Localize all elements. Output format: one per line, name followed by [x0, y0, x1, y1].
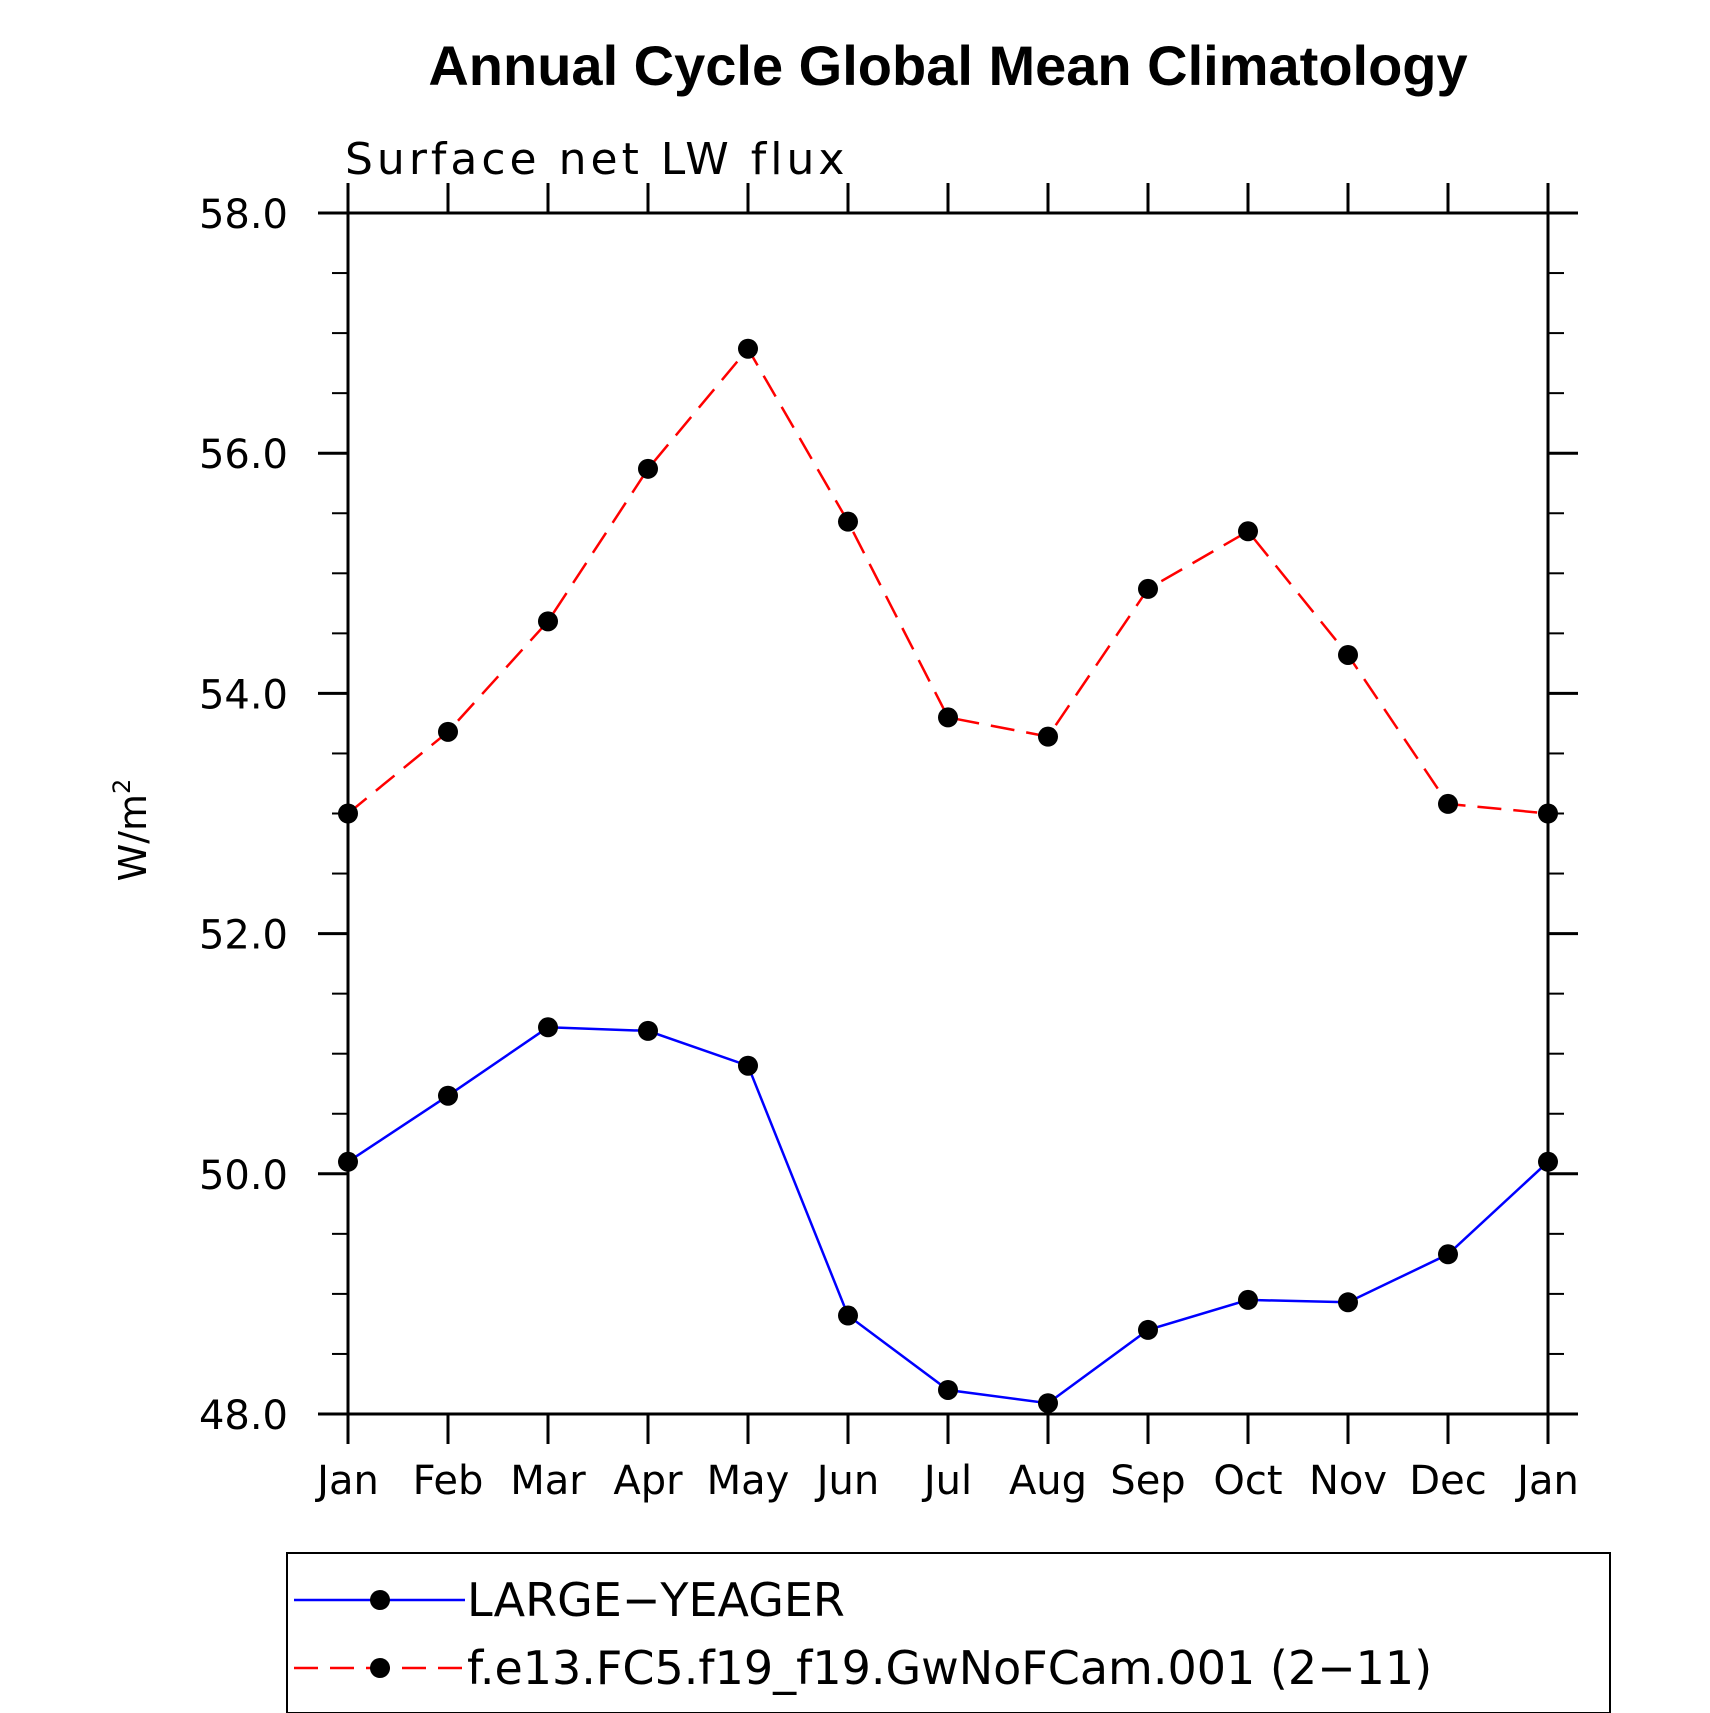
legend-entry: LARGE−YEAGER	[294, 1573, 845, 1627]
x-tick-label: Jan	[1514, 1458, 1579, 1504]
data-point	[538, 1017, 558, 1038]
data-point	[738, 338, 758, 359]
data-point	[338, 803, 358, 824]
data-point	[1038, 726, 1058, 747]
data-point	[638, 1020, 658, 1041]
chart-subtitle: Surface net LW flux	[345, 134, 848, 185]
chart-title: Annual Cycle Global Mean Climatology	[428, 34, 1467, 97]
legend: LARGE−YEAGER f.e13.FC5.f19_f19.GwNoFCam.0…	[286, 1552, 1611, 1713]
data-point	[1338, 1292, 1358, 1313]
data-point	[1338, 644, 1358, 665]
y-tick-label: 52.0	[199, 913, 288, 959]
series-1	[338, 1017, 1558, 1414]
y-tick-label: 54.0	[199, 672, 288, 718]
data-point	[338, 1151, 358, 1172]
series-layer	[338, 338, 1558, 1414]
data-point	[738, 1055, 758, 1076]
x-tick-label: Jul	[921, 1458, 972, 1504]
series-2	[338, 338, 1558, 824]
data-point	[1438, 1244, 1458, 1265]
data-point	[1238, 521, 1258, 542]
legend-label: f.e13.FC5.f19_f19.GwNoFCam.001 (2−11)	[467, 1641, 1432, 1695]
x-tick-label: Dec	[1409, 1458, 1486, 1504]
y-axis-label: W/m2	[108, 779, 155, 882]
legend-marker	[370, 1590, 390, 1610]
y-tick-labels: 48.0 50.0 52.0 54.0 56.0 58.0	[199, 192, 288, 1439]
legend-entries: LARGE−YEAGER f.e13.FC5.f19_f19.GwNoFCam.0…	[294, 1573, 1432, 1695]
data-point	[438, 1085, 458, 1106]
y-tick-label: 56.0	[199, 432, 288, 478]
x-tick-label: Oct	[1213, 1458, 1282, 1504]
data-point	[638, 458, 658, 479]
data-point	[938, 707, 958, 728]
x-tick-label: Sep	[1110, 1458, 1185, 1504]
y-tick-label: 58.0	[199, 192, 288, 238]
x-tick-label: Aug	[1009, 1458, 1087, 1504]
x-tick-label: Jun	[814, 1458, 880, 1504]
x-tick-label: May	[707, 1458, 790, 1504]
x-tick-labels: Jan Feb Mar Apr May Jun Jul Aug Sep Oct Nov Dec Jan	[314, 1458, 1579, 1504]
data-point	[1138, 578, 1158, 599]
x-tick-label: Jan	[314, 1458, 379, 1504]
y-tick-label: 48.0	[199, 1393, 288, 1439]
data-point	[1138, 1319, 1158, 1340]
legend-marker	[370, 1658, 390, 1678]
series-line	[347, 346, 1549, 815]
data-point	[1538, 803, 1558, 824]
y-tick-label: 50.0	[199, 1153, 288, 1199]
x-tick-label: Feb	[413, 1458, 484, 1504]
y-axis-label-text: W/m	[111, 794, 155, 881]
x-tick-label: Nov	[1309, 1458, 1387, 1504]
data-point	[1238, 1289, 1258, 1310]
data-point	[838, 1305, 858, 1326]
data-point	[438, 721, 458, 742]
legend-label: LARGE−YEAGER	[467, 1573, 845, 1627]
series-line	[347, 1026, 1549, 1405]
x-tick-label: Mar	[510, 1458, 586, 1504]
legend-entry: f.e13.FC5.f19_f19.GwNoFCam.001 (2−11)	[294, 1641, 1432, 1695]
axis-ticks	[318, 183, 1578, 1444]
data-point	[1538, 1151, 1558, 1172]
y-axis-label-superscript: 2	[108, 779, 136, 794]
data-point	[1038, 1393, 1058, 1414]
x-tick-label: Apr	[613, 1458, 683, 1504]
data-point	[538, 611, 558, 632]
data-point	[938, 1379, 958, 1400]
plot-frame	[346, 211, 1550, 1416]
data-point	[838, 511, 858, 532]
data-point	[1438, 793, 1458, 814]
